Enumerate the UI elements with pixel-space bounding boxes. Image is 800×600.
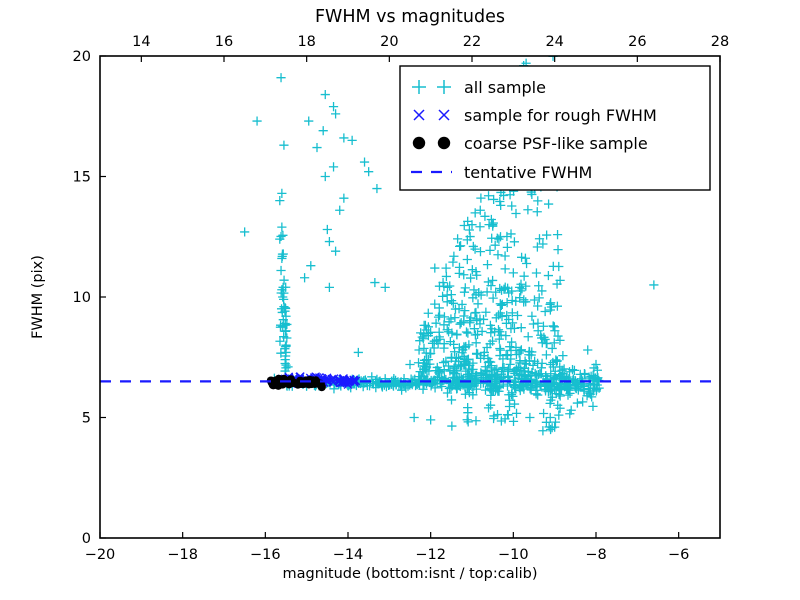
- x-top-tick-label: 20: [380, 34, 398, 50]
- legend-entry-rough-fwhm[interactable]: sample for rough FWHM: [413, 106, 657, 125]
- x-tick-label: −20: [85, 547, 116, 563]
- x-tick-label: −16: [250, 547, 281, 563]
- legend-label-all-sample: all sample: [464, 78, 546, 97]
- legend-entry-all-sample[interactable]: all sample: [412, 78, 546, 97]
- legend-label-coarse-psf: coarse PSF-like sample: [464, 134, 648, 153]
- legend-entry-tentative-fwhm[interactable]: tentative FWHM: [411, 163, 592, 182]
- data-layer: [100, 56, 720, 436]
- x-axis-label: magnitude (bottom:isnt / top:calib): [282, 566, 537, 582]
- y-axis-label: FWHM (pix): [30, 255, 46, 339]
- y-tick-label: 0: [82, 531, 91, 547]
- legend-label-tentative-fwhm: tentative FWHM: [464, 163, 592, 182]
- x-top-tick-label: 26: [628, 34, 646, 50]
- x-tick-label: −14: [333, 547, 364, 563]
- legend-entry-coarse-psf[interactable]: coarse PSF-like sample: [412, 134, 648, 153]
- x-axis-top-ticks: 14 16 18 20 22 24 26 28: [132, 34, 729, 62]
- x-top-tick-label: 16: [215, 34, 233, 50]
- chart-title: FWHM vs magnitudes: [315, 7, 505, 27]
- legend[interactable]: all sample sample for rough FWHM coars: [399, 65, 711, 191]
- x-tick-label: −6: [668, 547, 689, 563]
- plus-icon: [412, 80, 451, 94]
- cross-icon: [413, 109, 450, 121]
- x-tick-label: −8: [585, 547, 606, 563]
- legend-box: [399, 65, 711, 191]
- x-top-tick-label: 22: [463, 34, 481, 50]
- x-top-tick-label: 14: [132, 34, 150, 50]
- x-tick-label: −12: [415, 547, 446, 563]
- y-tick-label: 10: [73, 290, 91, 306]
- legend-label-rough-fwhm: sample for rough FWHM: [464, 106, 657, 125]
- x-tick-label: −18: [167, 547, 198, 563]
- series-all-sample: [240, 56, 659, 436]
- y-tick-label: 15: [73, 170, 91, 186]
- x-axis-bottom-ticks: −20 −18 −16 −14 −12 −10 −8 −6: [85, 532, 689, 563]
- x-tick-label: −10: [498, 547, 529, 563]
- x-top-tick-label: 24: [545, 34, 563, 50]
- x-top-tick-label: 18: [297, 34, 315, 50]
- x-top-tick-label: 28: [711, 34, 729, 50]
- dot-icon: [412, 136, 451, 150]
- y-axis-ticks: 0 5 10 15 20: [73, 49, 106, 547]
- y-tick-label: 5: [82, 411, 91, 427]
- y-tick-label: 20: [73, 49, 91, 65]
